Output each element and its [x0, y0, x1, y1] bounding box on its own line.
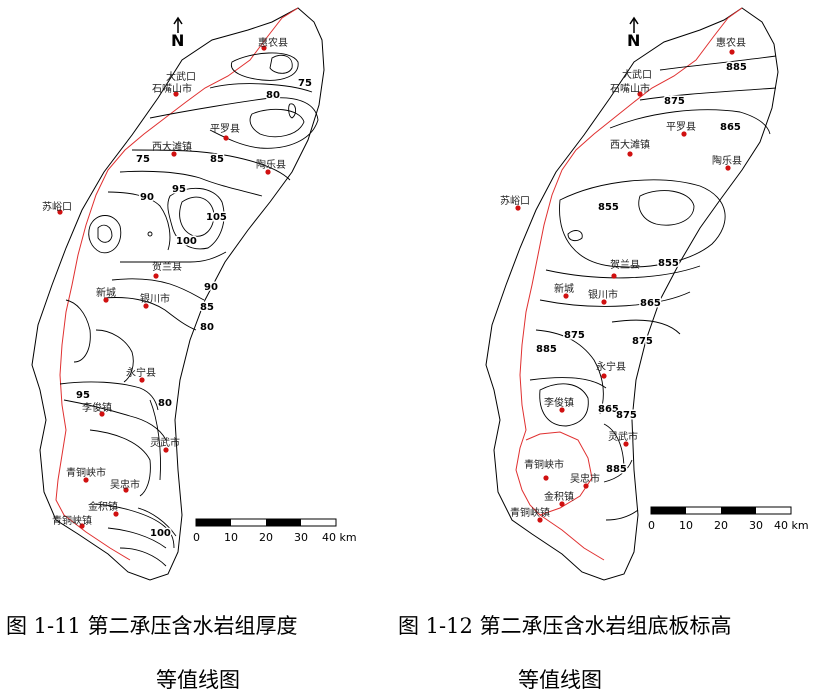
contour-label: 885	[536, 344, 557, 355]
thickness-contours	[59, 52, 319, 567]
town-label: 灵武市	[608, 430, 638, 443]
scale-tick: 40 km	[774, 519, 809, 532]
basin-boundary-line	[515, 7, 743, 516]
town-label: 西大滩镇	[610, 138, 650, 151]
town-label: 西大滩镇	[152, 140, 192, 153]
town-label: 青铜峡市	[66, 466, 106, 479]
town-label: 苏峪口	[500, 194, 530, 207]
scale-tick: 10	[224, 531, 238, 544]
town-label: 陶乐县	[256, 158, 286, 171]
contour-label: 875	[564, 330, 585, 341]
town-label: 平罗县	[210, 123, 240, 135]
study-area-outline	[31, 7, 325, 581]
town-label: 李俊镇	[82, 401, 112, 414]
contour-label: 865	[640, 298, 661, 309]
contour-label: 105	[206, 212, 227, 223]
left-scale-bar: 0 10 20 30 40 km	[193, 518, 357, 544]
contour-label: 95	[172, 184, 186, 195]
town-label: 惠农县	[716, 36, 746, 49]
contour-label: 100	[150, 528, 171, 539]
town-label: 银川市	[140, 292, 170, 305]
north-arrow-icon: N	[171, 16, 184, 50]
town-label: 新城	[96, 286, 116, 299]
scale-tick: 10	[679, 519, 693, 532]
contour-label: 885	[606, 464, 627, 475]
contour-label: 85	[210, 154, 224, 165]
town-label: 新城	[554, 282, 574, 295]
town-label: 平罗县	[666, 121, 696, 133]
town-label: 永宁县	[126, 366, 156, 379]
contour-label: 95	[76, 390, 90, 401]
town-label: 惠农县	[258, 36, 288, 49]
town-label: 金积镇	[544, 490, 574, 503]
contour-label: 75	[298, 78, 312, 89]
town-label: 金积镇	[88, 500, 118, 513]
contour-label: 90	[204, 282, 218, 293]
town-label: 吴忠市	[570, 472, 600, 485]
north-label: N	[171, 31, 184, 50]
contour-label: 90	[140, 192, 154, 203]
contour-label: 855	[658, 258, 679, 269]
left-caption-line2: 等值线图	[156, 668, 240, 692]
town-label: 陶乐县	[712, 154, 742, 167]
left-caption-line1: 图 1-11 第二承压含水岩组厚度	[6, 614, 298, 638]
right-caption-line2: 等值线图	[518, 668, 602, 692]
contour-label: 100	[176, 236, 197, 247]
town-label: 石嘴山市	[152, 82, 192, 95]
basin-boundary-line	[55, 7, 299, 561]
scale-tick: 0	[648, 519, 655, 532]
town-label: 永宁县	[596, 360, 626, 373]
town-label: 吴忠市	[110, 478, 140, 491]
right-caption-line1: 图 1-12 第二承压含水岩组底板标高	[398, 614, 732, 638]
contour-label: 80	[266, 90, 280, 101]
right-map: N 885 875 865 855 855 86	[485, 7, 809, 581]
contour-label: 885	[726, 62, 747, 73]
town-label: 贺兰县	[610, 258, 640, 271]
town-label: 苏峪口	[42, 200, 72, 213]
north-label: N	[627, 31, 640, 50]
scale-tick: 40 km	[322, 531, 357, 544]
left-map: N	[31, 7, 357, 581]
scale-tick: 20	[714, 519, 728, 532]
town-label: 灵武市	[150, 436, 180, 449]
town-label: 大武口	[166, 70, 196, 83]
town-label: 青铜峡镇	[510, 506, 550, 519]
town-label: 李俊镇	[544, 396, 574, 409]
scale-tick: 30	[749, 519, 763, 532]
elevation-contour-labels: 885 875 865 855 855 865 875 885 875 865 …	[535, 61, 749, 477]
contour-label: 80	[200, 322, 214, 333]
contour-label: 865	[720, 122, 741, 133]
study-area-outline	[485, 7, 779, 581]
scale-tick: 30	[294, 531, 308, 544]
contour-label: 855	[598, 202, 619, 213]
contour-label: 85	[200, 302, 214, 313]
contour-label: 875	[616, 410, 637, 421]
contour-label: 865	[598, 404, 619, 415]
right-towns: 惠农县 大武口 石嘴山市 平罗县 西大滩镇 陶乐县 苏峪口 贺兰县 新城 银川市…	[500, 36, 746, 523]
contour-label: 875	[664, 96, 685, 107]
town-label: 石嘴山市	[610, 82, 650, 95]
town-label: 青铜峡镇	[52, 514, 92, 527]
contour-label: 75	[136, 154, 150, 165]
thickness-contour-labels: 75 80 85 75 90 95 105 100 90 85 80 95 80…	[75, 77, 314, 541]
town-label: 贺兰县	[152, 260, 182, 273]
right-scale-bar: 0 10 20 30 40 km	[648, 506, 809, 532]
scale-tick: 0	[193, 531, 200, 544]
town-label: 青铜峡市	[524, 458, 564, 471]
left-towns: 惠农县 大武口 石嘴山市 平罗县 西大滩镇 陶乐县 苏峪口 贺兰县 新城 银川市…	[42, 36, 288, 529]
town-label: 大武口	[622, 68, 652, 81]
contour-label: 80	[158, 398, 172, 409]
elevation-contours	[529, 55, 777, 521]
north-arrow-icon: N	[627, 16, 640, 50]
contour-label: 875	[632, 336, 653, 347]
town-label: 银川市	[588, 288, 618, 301]
scale-tick: 20	[259, 531, 273, 544]
